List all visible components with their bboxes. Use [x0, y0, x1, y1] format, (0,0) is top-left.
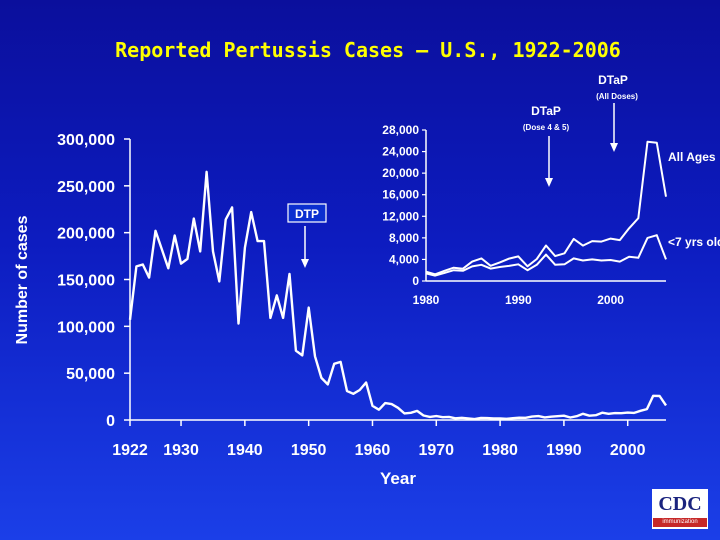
logo-text: CDC: [658, 493, 702, 515]
dtap-dose-sublabel: (Dose 4 & 5): [523, 123, 570, 132]
inset-series-label: All Ages: [668, 150, 716, 164]
inset-series-line-under-7: [425, 234, 667, 277]
dtp-label: DTP: [295, 207, 319, 221]
y-tick-label: 150,000: [57, 273, 115, 290]
x-tick-label: 1990: [546, 442, 582, 459]
y-axis-label: Number of cases: [14, 215, 31, 344]
inset-y-tick-label: 12,000: [382, 209, 419, 223]
inset-y-tick-label: 20,000: [382, 166, 419, 180]
logo-subtext: immunization: [653, 518, 707, 527]
x-tick-label: 1960: [355, 442, 391, 459]
y-tick-label: 0: [106, 413, 115, 430]
inset-x-tick-label: 1980: [413, 293, 440, 307]
inset-y-tick-label: 16,000: [382, 188, 419, 202]
y-tick-label: 50,000: [66, 366, 115, 383]
dtap-all-sublabel: (All Doses): [596, 92, 638, 101]
main-axes: 0 50,000 100,000 150,000 200,000 250,000 300,0…: [57, 132, 667, 459]
x-tick-label: 1940: [227, 442, 263, 459]
dtap-all-label: DTaP: [598, 73, 628, 87]
inset-y-tick-label: 0: [412, 274, 419, 288]
annotations: DTP DTaP (Dose 4 & 5) DTaP (All Doses): [287, 73, 638, 268]
x-tick-label: 1930: [163, 442, 199, 459]
series-line-total-cases: [128, 170, 667, 421]
inset-y-tick-label: 24,000: [382, 145, 419, 159]
cdc-logo: CDC immunization: [652, 489, 708, 529]
x-axis-label: Year: [380, 469, 416, 488]
y-tick-label: 100,000: [57, 319, 115, 336]
inset-y-tick-label: 8,000: [389, 231, 419, 245]
chart-title: Reported Pertussis Cases — U.S., 1922-20…: [115, 38, 621, 62]
inset-y-tick-label: 28,000: [382, 123, 419, 137]
y-tick-label: 300,000: [57, 132, 115, 149]
dtp-label-box: [287, 203, 327, 223]
inset-x-tick-label: 1990: [505, 293, 532, 307]
x-tick-label: 1980: [482, 442, 518, 459]
y-tick-label: 250,000: [57, 179, 115, 196]
dtap-dose-label: DTaP: [531, 104, 561, 118]
inset-series-line-all-ages: [425, 140, 667, 276]
dtap-all-arrow-head: [610, 143, 618, 152]
inset-series-label: <7 yrs old: [668, 235, 720, 249]
dtap-dose-arrow-head: [545, 178, 553, 187]
x-tick-label: 1950: [291, 442, 327, 459]
inset-axes: 0 4,000 8,000 12,000 16,000 20,000 24,000 28,00…: [382, 123, 720, 307]
inset-x-tick-label: 2000: [597, 293, 624, 307]
dtp-arrow-head: [301, 259, 309, 268]
inset-y-tick-label: 4,000: [389, 252, 419, 266]
x-tick-label: 2000: [610, 442, 646, 459]
x-tick-label: 1970: [418, 442, 454, 459]
x-tick-label: 1922: [112, 442, 148, 459]
y-tick-label: 200,000: [57, 226, 115, 243]
